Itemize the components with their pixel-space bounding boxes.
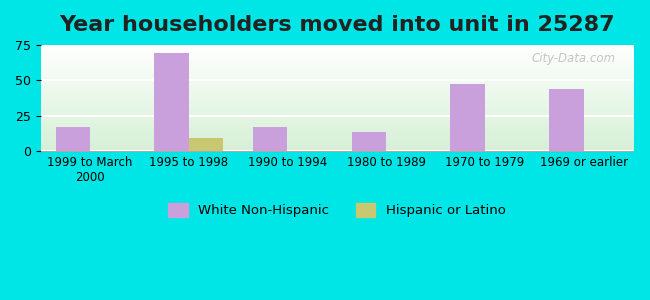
Legend: White Non-Hispanic, Hispanic or Latino: White Non-Hispanic, Hispanic or Latino <box>162 198 511 223</box>
Bar <box>352 133 386 151</box>
Bar <box>154 53 188 151</box>
Title: Year householders moved into unit in 25287: Year householders moved into unit in 252… <box>59 15 615 35</box>
Bar <box>549 89 584 151</box>
Bar <box>188 138 224 151</box>
Bar <box>450 84 485 151</box>
Text: City-Data.com: City-Data.com <box>531 52 615 65</box>
Bar <box>253 127 287 151</box>
Bar <box>55 127 90 151</box>
